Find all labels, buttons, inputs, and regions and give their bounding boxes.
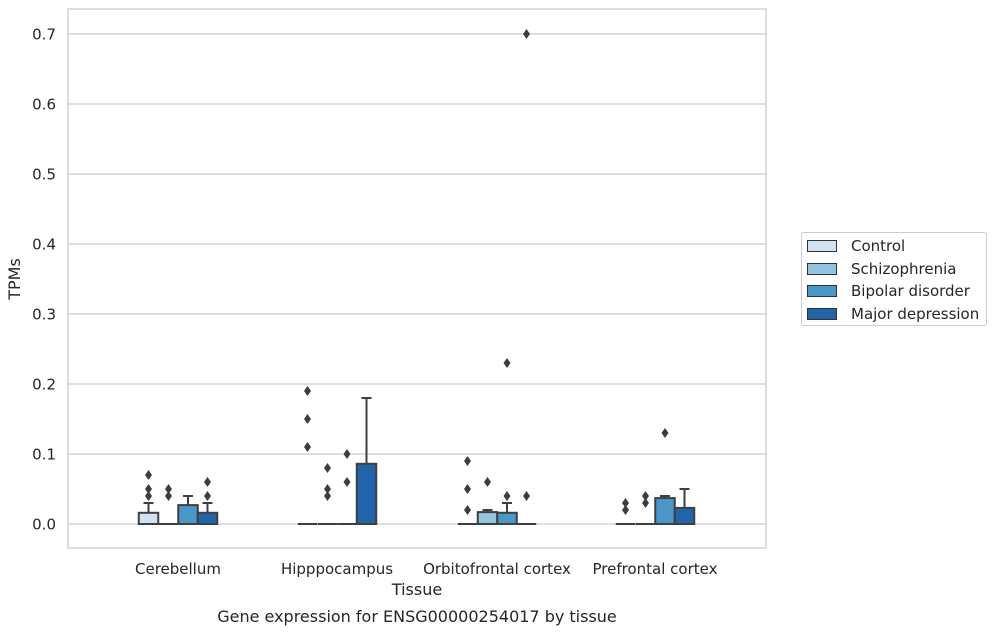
- box-group: [654, 428, 676, 526]
- y-tick-label: 0.7: [32, 26, 56, 44]
- box-marks: [137, 29, 696, 526]
- y-tick-label: 0.6: [32, 96, 56, 114]
- box: [177, 504, 199, 526]
- box-group: [158, 484, 179, 525]
- box-group: [457, 456, 478, 525]
- legend-item-bipolar-disorder: Bipolar disorder: [807, 280, 986, 303]
- legend-swatch-bipolar-disorder: [807, 285, 837, 298]
- outlier-point: [503, 358, 511, 368]
- box-group: [355, 397, 378, 525]
- x-tick-label: Hipppocampus: [281, 560, 393, 578]
- outlier-point: [304, 414, 311, 424]
- box-group: [196, 477, 219, 525]
- box-group: [177, 495, 199, 526]
- y-tick-label: 0.1: [32, 446, 56, 464]
- x-tick-label: Prefrontal cortex: [593, 560, 718, 578]
- x-tick-label: Orbitofrontal cortex: [423, 560, 571, 578]
- y-axis-label: TPMs: [5, 258, 24, 301]
- legend-label-control: Control: [851, 237, 906, 256]
- box-group: [496, 358, 518, 525]
- legend-item-control: Control: [807, 235, 986, 258]
- outlier-point: [204, 491, 211, 501]
- box: [196, 511, 219, 525]
- outlier-point: [464, 484, 471, 494]
- outlier-point: [145, 470, 152, 480]
- y-tick-label: 0.5: [32, 166, 56, 184]
- box: [496, 511, 518, 525]
- outlier-point: [165, 484, 172, 494]
- box-group: [476, 477, 499, 525]
- outlier-point: [145, 484, 152, 494]
- box-group: [297, 386, 318, 525]
- box: [654, 497, 676, 526]
- legend: Control Schizophrenia Bipolar disorder M…: [801, 232, 987, 326]
- outlier-point: [523, 491, 530, 501]
- y-tick-label: 0.4: [32, 236, 56, 254]
- legend-label-schizophrenia: Schizophrenia: [851, 259, 957, 278]
- box-group: [673, 488, 696, 525]
- outlier-point: [622, 498, 629, 508]
- legend-label-bipolar-disorder: Bipolar disorder: [851, 282, 970, 301]
- box: [476, 511, 499, 525]
- outlier-point: [642, 498, 649, 508]
- box: [673, 506, 696, 525]
- legend-swatch-schizophrenia: [807, 262, 837, 275]
- grid-lines: [68, 33, 766, 525]
- box-group: [516, 29, 537, 525]
- chart-title: Gene expression for ENSG00000254017 by t…: [217, 607, 617, 626]
- box-group: [635, 491, 656, 525]
- x-axis-label: Tissue: [391, 580, 442, 599]
- y-tick-label: 0.3: [32, 306, 56, 324]
- outlier-point: [464, 456, 471, 466]
- box: [137, 511, 160, 525]
- box-group: [137, 470, 160, 525]
- outlier-point: [622, 505, 629, 515]
- legend-item-major-depression: Major depression: [807, 303, 986, 326]
- legend-label-major-depression: Major depression: [851, 304, 980, 323]
- outlier-point: [204, 477, 211, 487]
- outlier-point: [165, 491, 172, 501]
- y-tick-label: 0.0: [32, 516, 56, 534]
- outlier-point: [484, 477, 491, 487]
- outlier-point: [503, 491, 511, 501]
- box-group: [337, 449, 357, 525]
- outlier-point: [523, 29, 530, 39]
- outlier-point: [145, 491, 152, 501]
- box-group: [317, 463, 338, 525]
- x-tick-label: Cerebellum: [135, 560, 221, 578]
- plot-frame: [67, 8, 767, 549]
- legend-item-schizophrenia: Schizophrenia: [807, 258, 986, 281]
- box: [355, 462, 378, 525]
- outlier-point: [304, 442, 311, 452]
- legend-swatch-major-depression: [807, 307, 837, 320]
- outlier-point: [324, 463, 331, 473]
- outlier-point: [304, 386, 311, 396]
- outlier-point: [464, 505, 471, 515]
- box-group: [615, 498, 636, 525]
- legend-swatch-control: [807, 240, 837, 253]
- y-tick-label: 0.2: [32, 376, 56, 394]
- outlier-point: [343, 477, 351, 487]
- outlier-point: [324, 484, 331, 494]
- outlier-point: [343, 449, 351, 459]
- tick-labels: 0.0 0.1 0.2 0.3 0.4 0.5 0.6 0.7 Cerebellum Hipppo…: [32, 26, 717, 579]
- outlier-point: [642, 491, 649, 501]
- outlier-point: [324, 491, 331, 501]
- outlier-point: [661, 428, 669, 438]
